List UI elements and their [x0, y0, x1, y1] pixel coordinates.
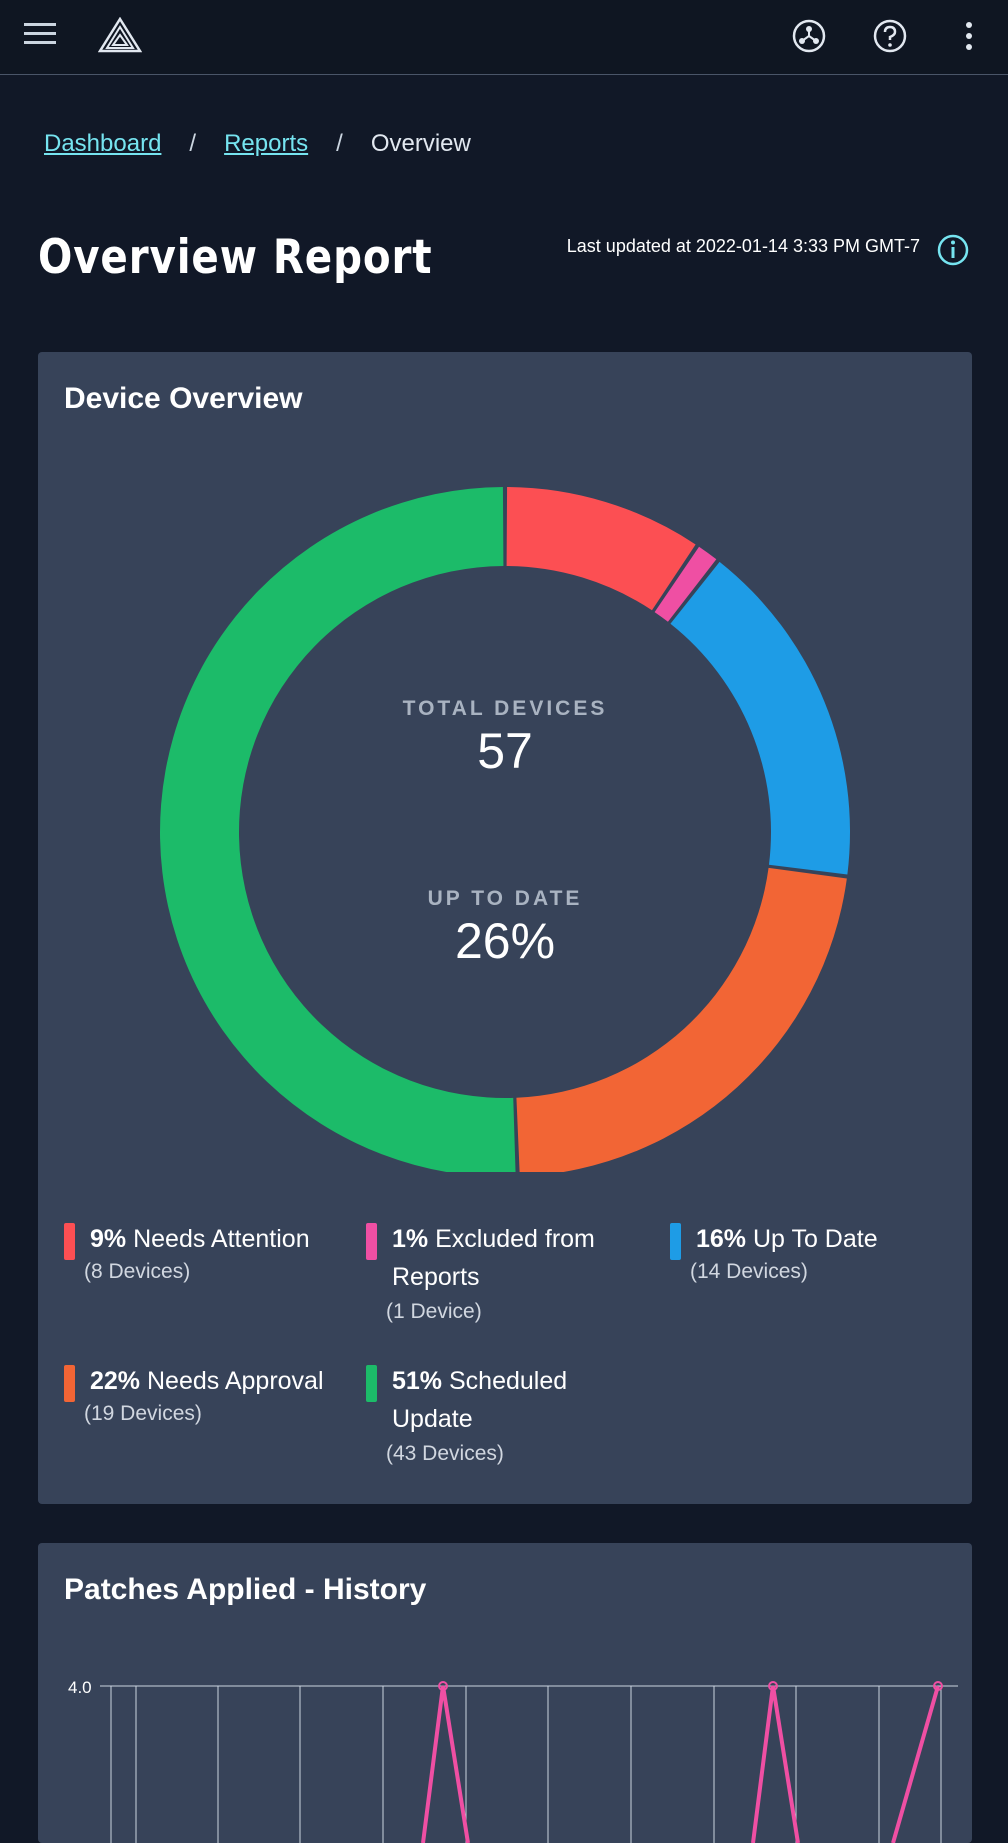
patches-history-card: Patches Applied - History 4.0 [38, 1543, 972, 1843]
history-line-segment [891, 1685, 940, 1843]
total-devices-value: 57 [477, 723, 533, 779]
legend-devices: (14 Devices) [690, 1260, 808, 1283]
legend-label: Excluded from [435, 1225, 595, 1253]
legend-pct: 51% [392, 1367, 443, 1395]
device-overview-card: Device Overview TOTAL DEVICES 57 UP TO D… [38, 352, 972, 1504]
triangle-logo-icon[interactable] [98, 17, 142, 53]
total-devices-label: TOTAL DEVICES [402, 697, 608, 720]
history-point [933, 1681, 943, 1691]
legend-pct: 16% [696, 1225, 747, 1253]
donut-slice-needs-approval[interactable] [516, 867, 847, 1172]
legend-devices: (19 Devices) [84, 1402, 202, 1425]
breadcrumb: Dashboard / Reports / Overview [44, 126, 471, 162]
y-tick-label: 4.0 [68, 1678, 92, 1697]
patches-history-title: Patches Applied - History [64, 1573, 427, 1606]
legend-label-cont: Update [392, 1405, 473, 1433]
breadcrumb-separator: / [189, 130, 197, 157]
legend-pct: 1% [392, 1225, 429, 1253]
vertical-dots-icon[interactable] [961, 18, 977, 54]
breadcrumb-current: Overview [370, 130, 471, 157]
legend-pct: 9% [90, 1225, 127, 1253]
legend-devices: (8 Devices) [84, 1260, 191, 1283]
legend-swatch [670, 1223, 681, 1260]
breadcrumb-link-dashboard[interactable]: Dashboard [44, 130, 162, 157]
device-donut-chart [160, 487, 850, 1172]
donut-slice-up-to-date[interactable] [670, 561, 850, 875]
legend-devices: (43 Devices) [386, 1442, 504, 1465]
history-point [438, 1681, 448, 1691]
legend-swatch [64, 1365, 75, 1402]
donut-slice-needs-attention[interactable] [506, 487, 696, 611]
legend-devices: (1 Device) [386, 1300, 482, 1323]
patches-history-chart: 4.0 [68, 1678, 958, 1843]
donut-slice-excluded-from-reports[interactable] [654, 546, 717, 622]
gridlines-vertical [110, 1686, 942, 1843]
legend-swatch [366, 1223, 377, 1260]
question-circle-icon[interactable] [872, 18, 908, 54]
device-overview-title: Device Overview [64, 382, 303, 415]
legend-swatch [64, 1223, 75, 1260]
history-line-segment [421, 1685, 470, 1843]
network-hub-icon[interactable] [791, 18, 827, 54]
legend-label: Needs Attention [133, 1225, 310, 1253]
top-navigation-bar [0, 0, 1008, 75]
history-point [768, 1681, 778, 1691]
legend-label-cont: Reports [392, 1263, 480, 1291]
breadcrumb-separator: / [336, 130, 343, 157]
history-line-segment [751, 1685, 800, 1843]
up-to-date-label: UP TO DATE [427, 887, 583, 910]
legend-label: Scheduled [449, 1367, 568, 1395]
up-to-date-value: 26% [454, 913, 556, 969]
info-icon[interactable] [936, 233, 970, 267]
breadcrumb-link-reports[interactable]: Reports [224, 130, 309, 157]
hamburger-menu-icon[interactable] [24, 22, 56, 46]
last-updated-text: Last updated at 2022-01-14 3:33 PM GMT-7 [566, 236, 920, 256]
legend-pct: 22% [90, 1367, 141, 1395]
legend-label: Up To Date [753, 1225, 878, 1253]
legend-label: Needs Approval [147, 1367, 324, 1395]
donut-slice-scheduled-update[interactable] [160, 487, 516, 1172]
page-title: Overview Report [38, 230, 433, 285]
legend-swatch [366, 1365, 377, 1402]
